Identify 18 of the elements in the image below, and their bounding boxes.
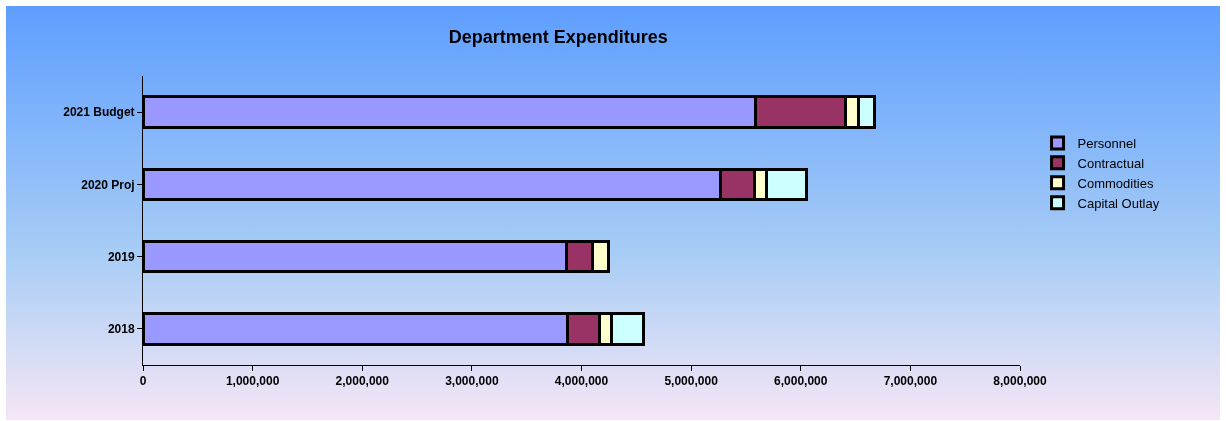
x-tick-label: 7,000,000 xyxy=(883,374,938,389)
y-tick-label: 2018 xyxy=(107,322,135,337)
x-tick-label: 6,000,000 xyxy=(774,374,828,389)
x-tick-label: 8,000,000 xyxy=(993,374,1048,389)
legend-label: Commodities xyxy=(1077,175,1154,191)
legend-label: Personnel xyxy=(1077,136,1137,152)
legend-label: Capital Outlay xyxy=(1077,195,1160,211)
x-tick-label: 2,000,000 xyxy=(335,374,390,389)
chart-title: Department Expenditures xyxy=(448,27,668,48)
x-tick-label: 5,000,000 xyxy=(664,374,719,389)
y-tick-label: 2021 Budget xyxy=(63,105,135,120)
legend-label: Contractual xyxy=(1077,155,1145,171)
x-tick-label: 1,000,000 xyxy=(225,374,280,389)
y-tick-label: 2020 Proj xyxy=(81,177,135,192)
x-tick-label: 4,000,000 xyxy=(554,374,609,389)
x-tick-label: 3,000,000 xyxy=(445,374,499,389)
y-tick-label: 2019 xyxy=(107,249,135,264)
x-tick-label: 0 xyxy=(139,374,147,389)
